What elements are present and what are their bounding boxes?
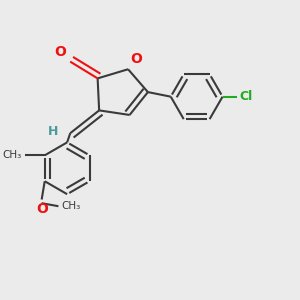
Text: CH₃: CH₃: [3, 150, 22, 160]
Text: O: O: [55, 45, 67, 59]
Text: CH₃: CH₃: [61, 201, 81, 211]
Text: Cl: Cl: [240, 90, 253, 103]
Text: O: O: [130, 52, 142, 66]
Text: H: H: [48, 125, 59, 138]
Text: O: O: [36, 202, 48, 216]
